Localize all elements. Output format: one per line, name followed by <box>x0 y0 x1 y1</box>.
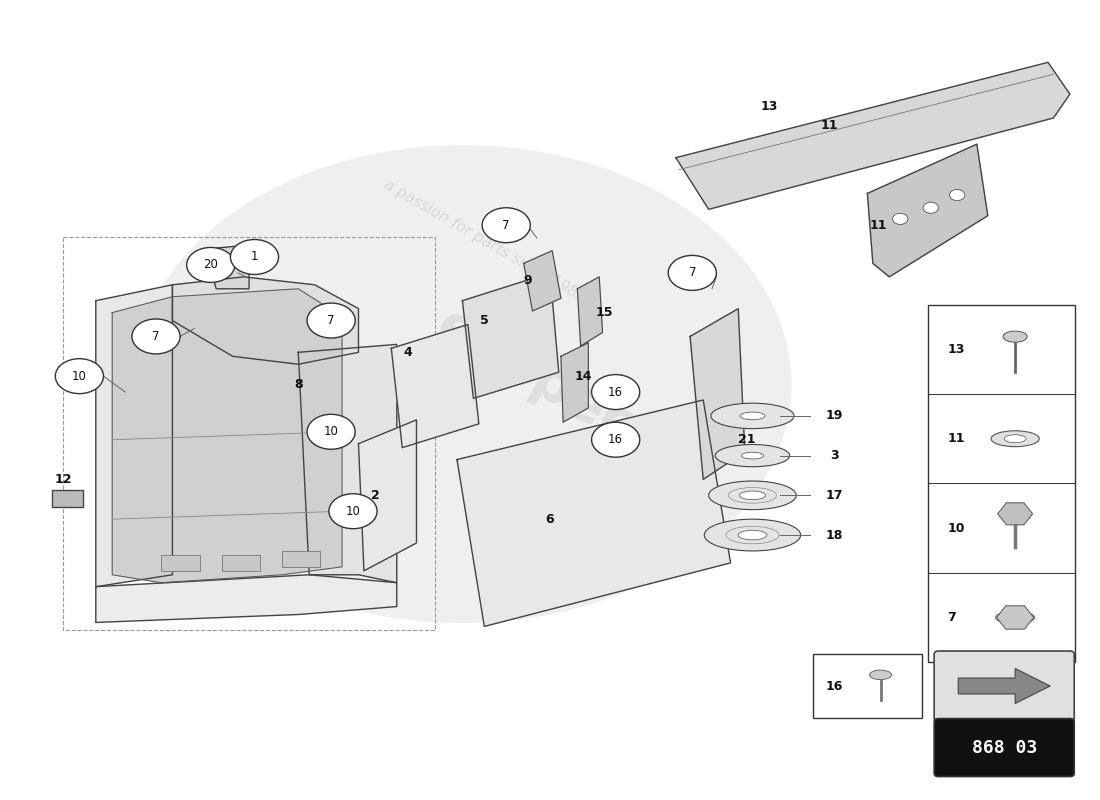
Text: 5: 5 <box>480 314 488 327</box>
Polygon shape <box>998 502 1033 525</box>
Ellipse shape <box>708 481 796 510</box>
Circle shape <box>923 202 938 214</box>
Polygon shape <box>675 62 1070 210</box>
Circle shape <box>307 303 355 338</box>
FancyBboxPatch shape <box>934 651 1075 721</box>
FancyBboxPatch shape <box>52 490 82 507</box>
Circle shape <box>55 358 103 394</box>
Ellipse shape <box>741 452 763 459</box>
Ellipse shape <box>991 430 1040 446</box>
Polygon shape <box>96 574 397 622</box>
FancyBboxPatch shape <box>813 654 922 718</box>
Text: 10: 10 <box>72 370 87 382</box>
FancyBboxPatch shape <box>927 305 1076 662</box>
FancyBboxPatch shape <box>934 718 1075 777</box>
Polygon shape <box>392 325 478 448</box>
Circle shape <box>482 208 530 242</box>
Text: euspécs: euspécs <box>427 297 673 471</box>
Text: 7: 7 <box>328 314 334 327</box>
Ellipse shape <box>739 491 766 500</box>
Text: 10: 10 <box>345 505 361 518</box>
Text: 7: 7 <box>152 330 160 343</box>
Polygon shape <box>173 277 359 364</box>
Circle shape <box>329 494 377 529</box>
Circle shape <box>187 247 234 282</box>
Text: 12: 12 <box>54 473 72 486</box>
Text: 13: 13 <box>760 99 778 113</box>
Text: 18: 18 <box>826 529 844 542</box>
Text: 16: 16 <box>608 434 624 446</box>
Text: 6: 6 <box>546 513 554 526</box>
Text: 10: 10 <box>947 522 965 534</box>
Circle shape <box>132 319 180 354</box>
Text: 19: 19 <box>826 410 844 422</box>
Text: 7: 7 <box>947 611 956 624</box>
Polygon shape <box>462 273 559 398</box>
Text: 10: 10 <box>323 426 339 438</box>
Polygon shape <box>359 420 417 571</box>
Polygon shape <box>958 669 1050 703</box>
Polygon shape <box>997 606 1034 629</box>
Ellipse shape <box>704 519 801 551</box>
Polygon shape <box>868 144 988 277</box>
Text: 16: 16 <box>826 679 844 693</box>
Text: 1: 1 <box>251 250 258 263</box>
Polygon shape <box>456 400 730 626</box>
Text: 8: 8 <box>294 378 302 390</box>
Circle shape <box>134 146 791 622</box>
Text: 9: 9 <box>524 274 532 287</box>
FancyBboxPatch shape <box>222 555 260 571</box>
Text: 11: 11 <box>947 432 965 446</box>
Text: 16: 16 <box>608 386 624 398</box>
Text: 11: 11 <box>870 218 887 232</box>
Polygon shape <box>112 289 342 582</box>
Polygon shape <box>96 285 173 586</box>
Circle shape <box>949 190 965 201</box>
Text: 7: 7 <box>689 266 696 279</box>
FancyBboxPatch shape <box>282 551 320 567</box>
Text: 11: 11 <box>821 119 838 133</box>
Circle shape <box>592 374 640 410</box>
Polygon shape <box>298 344 397 582</box>
Ellipse shape <box>711 403 794 429</box>
Polygon shape <box>206 245 249 289</box>
Circle shape <box>592 422 640 457</box>
Circle shape <box>668 255 716 290</box>
Polygon shape <box>690 309 745 479</box>
Text: 3: 3 <box>830 449 839 462</box>
Text: 2: 2 <box>371 489 380 502</box>
Circle shape <box>307 414 355 450</box>
FancyBboxPatch shape <box>162 555 200 571</box>
Ellipse shape <box>996 611 1035 624</box>
Ellipse shape <box>1004 434 1026 442</box>
Polygon shape <box>578 277 603 346</box>
Text: 868 03: 868 03 <box>971 738 1037 757</box>
Ellipse shape <box>715 445 790 466</box>
Ellipse shape <box>870 670 891 680</box>
Circle shape <box>230 239 278 274</box>
Polygon shape <box>524 250 561 311</box>
Ellipse shape <box>738 530 767 540</box>
Polygon shape <box>561 342 588 422</box>
Text: 21: 21 <box>738 434 756 446</box>
Text: 7: 7 <box>503 218 510 232</box>
Circle shape <box>892 214 907 225</box>
Text: 14: 14 <box>574 370 592 382</box>
Text: 4: 4 <box>404 346 412 359</box>
Text: 20: 20 <box>204 258 218 271</box>
Ellipse shape <box>740 412 764 420</box>
Text: 17: 17 <box>826 489 844 502</box>
Text: 15: 15 <box>596 306 614 319</box>
Ellipse shape <box>1003 331 1027 342</box>
Text: a passion for parts since 1985: a passion for parts since 1985 <box>381 177 588 306</box>
Text: 13: 13 <box>947 343 965 356</box>
